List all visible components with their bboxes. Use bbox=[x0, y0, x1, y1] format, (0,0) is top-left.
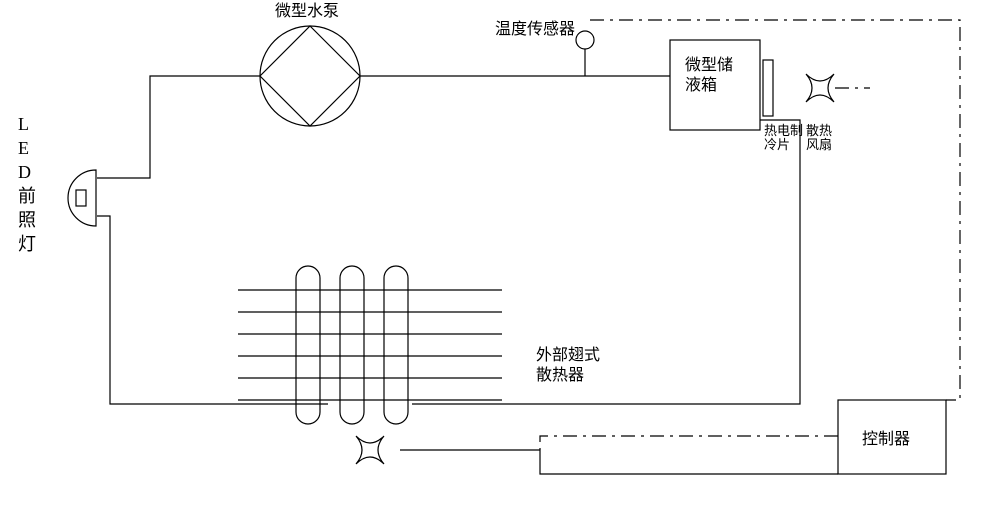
svg-text:散热器: 散热器 bbox=[536, 366, 584, 384]
svg-text:微型水泵: 微型水泵 bbox=[275, 2, 339, 20]
svg-text:冷片: 冷片 bbox=[764, 137, 790, 152]
micro-pump bbox=[260, 26, 360, 126]
radiator-tube bbox=[296, 266, 320, 290]
svg-text:灯: 灯 bbox=[18, 234, 36, 254]
svg-text:控制器: 控制器 bbox=[862, 430, 910, 448]
pipe bbox=[97, 216, 328, 404]
svg-text:温度传感器: 温度传感器 bbox=[495, 20, 575, 38]
tec-chip bbox=[763, 60, 773, 116]
temperature-sensor bbox=[576, 31, 594, 49]
cooling-fan-icon bbox=[806, 74, 834, 102]
radiator-tube bbox=[384, 400, 408, 424]
pipe bbox=[412, 120, 800, 404]
control-line bbox=[590, 20, 960, 400]
svg-text:前: 前 bbox=[18, 186, 36, 206]
svg-text:散热: 散热 bbox=[806, 123, 832, 138]
svg-text:外部翅式: 外部翅式 bbox=[536, 346, 600, 364]
radiator-tube bbox=[384, 266, 408, 290]
svg-text:E: E bbox=[18, 138, 29, 158]
radiator-tube bbox=[340, 400, 364, 424]
svg-text:液箱: 液箱 bbox=[685, 76, 717, 94]
svg-text:L: L bbox=[18, 114, 29, 134]
svg-text:D: D bbox=[18, 162, 31, 182]
radiator-fan-icon bbox=[356, 436, 384, 464]
svg-text:微型储: 微型储 bbox=[685, 56, 733, 74]
svg-text:照: 照 bbox=[18, 210, 36, 230]
radiator-tube bbox=[340, 266, 364, 290]
svg-text:风扇: 风扇 bbox=[806, 137, 832, 152]
control-line bbox=[540, 436, 838, 450]
pipe bbox=[97, 76, 260, 178]
pipe bbox=[400, 450, 838, 474]
svg-text:热电制: 热电制 bbox=[764, 123, 803, 138]
led-headlight bbox=[68, 170, 96, 226]
led-chip bbox=[76, 190, 86, 206]
